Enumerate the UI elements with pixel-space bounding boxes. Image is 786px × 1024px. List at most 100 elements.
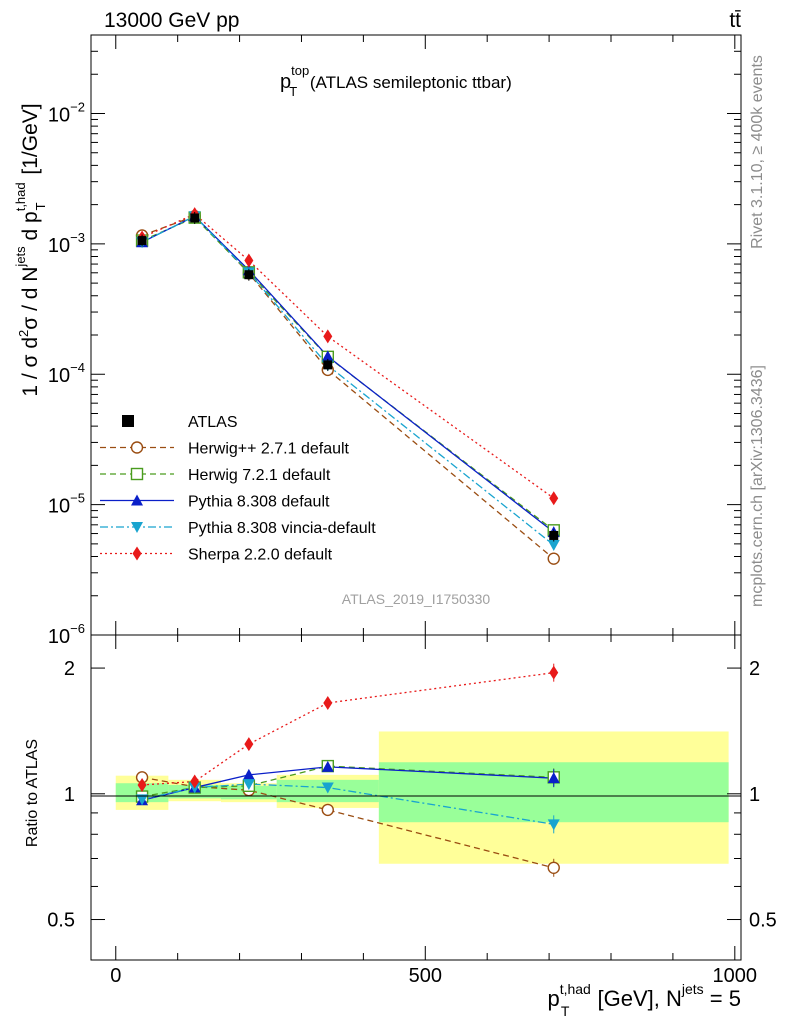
process-label: tt̄ xyxy=(729,9,741,32)
mcplots-label: mcplots.cern.ch [arXiv:1306.3436] xyxy=(749,365,766,607)
plot-title-sup: top xyxy=(291,63,309,78)
legend-label: Pythia 8.308 vincia-default xyxy=(188,520,376,537)
ratio-y-tick-label-right: 2 xyxy=(749,658,760,680)
legend-marker-data xyxy=(122,415,134,427)
main-series-layer xyxy=(135,207,560,565)
main-y-tick-label: 10−4 xyxy=(48,360,85,387)
legend-marker xyxy=(131,494,143,506)
main-series-line xyxy=(141,215,555,546)
main-y-tick-exp: −3 xyxy=(70,230,85,245)
plot-title-sub: T xyxy=(289,84,297,99)
main-series-line xyxy=(141,213,555,499)
ylabel-sub-t: T xyxy=(33,202,48,210)
ratio-series-line xyxy=(141,765,554,798)
data-point xyxy=(190,213,200,223)
main-axis-ticks: 10−610−510−410−310−2 xyxy=(48,34,741,648)
ratio-series-point xyxy=(321,760,334,772)
main-series-point xyxy=(323,329,333,344)
ylabel-part1: 1 / σ d xyxy=(19,337,42,397)
main-y-tick-base: 10 xyxy=(48,365,70,387)
main-y-tick-base: 10 xyxy=(48,235,70,257)
main-y-tick-label: 10−6 xyxy=(48,621,85,648)
ratio-series-point xyxy=(136,794,149,806)
ratio-series-point xyxy=(323,695,333,710)
ylabel-sup-jets: jets xyxy=(13,246,28,268)
main-series-point xyxy=(321,350,334,362)
xlabel-unit: [GeV], N xyxy=(591,986,681,1011)
main-plot-frame xyxy=(90,34,742,636)
xlabel-sub: T xyxy=(561,1003,570,1019)
xlabel-base: p xyxy=(547,986,559,1011)
ratio-series-point xyxy=(549,665,559,680)
main-series-point xyxy=(547,552,560,565)
xlabel-sup: t,had xyxy=(560,981,591,997)
ratio-axis-ticks: 0.5 0.5 1 1 2 2 0 500 1000 xyxy=(47,635,777,987)
main-y-tick-label: 10−3 xyxy=(48,230,85,257)
ylabel-part2: σ / d N xyxy=(19,267,42,330)
main-y-tick-base: 10 xyxy=(48,104,70,126)
data-point xyxy=(137,236,147,246)
main-y-tick-exp: −2 xyxy=(70,99,85,114)
main-y-tick-exp: −6 xyxy=(70,621,85,636)
legend-marker xyxy=(131,522,143,533)
legend-marker xyxy=(130,441,144,454)
ratio-series-point xyxy=(547,861,560,874)
main-y-tick-exp: −4 xyxy=(70,360,85,375)
data-point xyxy=(323,360,333,370)
ratio-series-point xyxy=(242,768,255,780)
legend-label: Herwig++ 2.7.1 default xyxy=(188,441,350,458)
ratio-series-layer xyxy=(135,663,560,877)
legend-label: Pythia 8.308 default xyxy=(188,494,330,511)
main-series-line xyxy=(141,215,555,533)
ylabel-sup-thad: t,had xyxy=(13,182,28,211)
ratio-plot-frame xyxy=(90,634,742,961)
ratio-series-point xyxy=(547,819,560,831)
x-tick-label: 0 xyxy=(110,965,121,987)
legend-marker xyxy=(130,467,144,481)
main-y-tick-label: 10−2 xyxy=(48,99,85,126)
main-y-tick-base: 10 xyxy=(48,626,70,648)
xlabel-tail: = 5 xyxy=(704,986,741,1011)
ratio-y-tick-label-right: 1 xyxy=(749,784,760,806)
plot-title-rest: (ATLAS semileptonic ttbar) xyxy=(305,73,512,92)
ratio-series-point xyxy=(244,737,254,752)
main-series-point xyxy=(244,253,254,268)
plot-title: ptop T (ATLAS semileptonic ttbar) xyxy=(280,63,512,99)
ylabel-part3: d p xyxy=(19,211,42,246)
legend-marker xyxy=(132,546,142,561)
x-axis-label: pt,had T [GeV], Njets = 5 xyxy=(547,981,741,1019)
data-point xyxy=(244,270,254,280)
ratio-y-tick-label-left: 1 xyxy=(64,784,75,806)
ratio-y-tick-label-left: 2 xyxy=(64,658,75,680)
ratio-series-point xyxy=(137,777,147,792)
main-series-point xyxy=(547,540,560,552)
ratio-uncertainty-bands xyxy=(115,731,729,864)
legend-label: Sherpa 2.2.0 default xyxy=(188,547,333,564)
data-point xyxy=(549,530,559,540)
ratio-series-point xyxy=(242,779,255,791)
ratio-series-point xyxy=(190,774,200,789)
main-y-tick-base: 10 xyxy=(48,496,70,518)
legend-label-data: ATLAS xyxy=(188,414,238,431)
ylabel-part4: [1/GeV] xyxy=(19,103,42,180)
main-y-tick-label: 10−5 xyxy=(48,491,85,518)
x-tick-label: 500 xyxy=(409,965,442,987)
main-y-axis-label: 1 / σ d2σ / d Njets d pt,had T [1/GeV] xyxy=(13,103,48,396)
ratio-series-point xyxy=(321,803,334,817)
ratio-y-axis-label: Ratio to ATLAS xyxy=(24,739,41,847)
ratio-y-tick-label-right: 0.5 xyxy=(749,910,777,932)
legend: ATLAS Herwig++ 2.7.1 default Herwig 7.2.1 … xyxy=(100,414,376,564)
analysis-watermark: ATLAS_2019_I1750330 xyxy=(342,591,491,607)
ylabel-sup2: 2 xyxy=(16,330,31,337)
legend-label: Herwig 7.2.1 default xyxy=(188,467,331,484)
ratio-series-point xyxy=(321,782,334,794)
energy-label: 13000 GeV pp xyxy=(104,9,239,32)
rivet-label: Rivet 3.1.10, ≥ 400k events xyxy=(749,55,766,249)
ratio-series-line xyxy=(142,672,554,786)
main-series-point xyxy=(549,491,559,506)
ratio-series-point xyxy=(547,772,560,784)
x-tick-label: 1000 xyxy=(713,965,758,987)
plot-title-base: p xyxy=(280,71,291,93)
ratio-series-line xyxy=(141,776,554,869)
